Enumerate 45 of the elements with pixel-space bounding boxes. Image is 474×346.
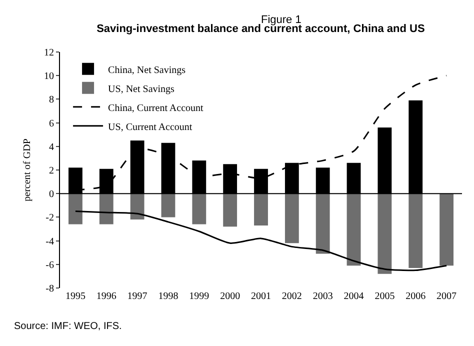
bar (378, 194, 392, 274)
y-tick-label: -6 (46, 260, 54, 271)
y-tick-label: -4 (46, 236, 54, 248)
x-tick-label: 2007 (436, 291, 457, 302)
bar (161, 194, 176, 218)
legend-label: US, Net Savings (108, 84, 175, 95)
bar (284, 194, 299, 244)
y-tick-label: 2 (49, 166, 54, 176)
x-tick-label: 1998 (158, 291, 178, 302)
bar (346, 194, 361, 266)
y-tick-label: 8 (49, 94, 54, 106)
bar (316, 194, 330, 254)
bar (408, 194, 423, 268)
x-tick-label: 2002 (282, 291, 302, 302)
y-tick-label: 10 (44, 71, 54, 82)
x-tick-label: 2000 (220, 291, 240, 302)
y-axis-title: percent of GDP (22, 138, 33, 202)
y-tick-label: 0 (49, 189, 54, 200)
x-tick-label: 1997 (127, 291, 148, 302)
bar (68, 194, 82, 224)
y-tick-label: 6 (49, 118, 54, 130)
x-tick-label: 1999 (189, 291, 210, 302)
y-tick-label: -2 (46, 212, 54, 224)
y-tick-label: 12 (44, 48, 54, 58)
y-tick-label: -8 (46, 284, 54, 294)
bar (99, 194, 114, 224)
bar (192, 194, 206, 224)
bar (223, 194, 238, 227)
legend-label: US, Current Account (108, 122, 192, 133)
bar (254, 194, 268, 226)
x-tick-label: 2003 (312, 291, 333, 302)
x-tick-label: 2001 (251, 291, 271, 302)
bar (440, 194, 454, 266)
x-tick-label: 2005 (374, 291, 395, 302)
line-series (74, 210, 448, 272)
x-tick-label: 1995 (65, 291, 86, 302)
chart-subtitle: Figure 1 (261, 14, 302, 26)
bar (130, 194, 144, 220)
legend-label: China, Net Savings (108, 64, 186, 76)
x-tick-label: 2006 (406, 291, 426, 302)
x-tick-label: 1996 (96, 291, 116, 302)
x-tick-label: 2004 (344, 291, 364, 302)
legend-label: China, Current Account (108, 102, 204, 114)
source-note: Source: IMF: WEO, IFS. (14, 321, 122, 332)
y-tick-label: 4 (49, 142, 54, 153)
